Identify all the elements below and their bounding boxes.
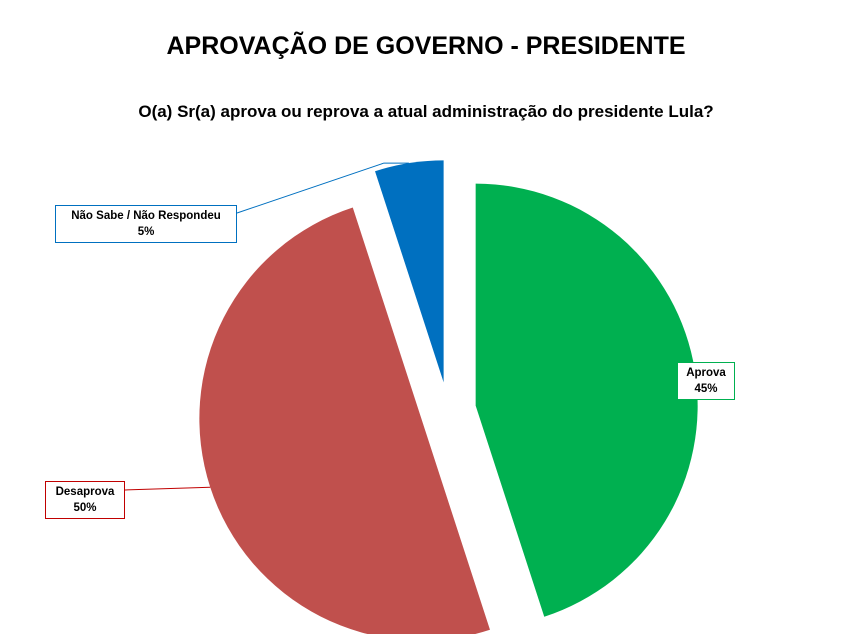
slice-label-nao-sabe-name: Não Sabe / Não Respondeu	[71, 210, 221, 222]
slice-label-nao-sabe-value: 5%	[137, 226, 155, 238]
pie-slices	[199, 160, 698, 634]
slice-label-desaprova: Desaprova 50%	[45, 481, 125, 519]
pie-slice-aprova	[475, 183, 698, 617]
slice-label-desaprova-value: 50%	[73, 502, 97, 514]
pie-slice-desaprova	[199, 207, 490, 634]
leader-line-nao-sabe	[236, 162, 409, 214]
chart-subtitle: O(a) Sr(a) aprova ou reprova a atual adm…	[138, 102, 714, 121]
chart-title: APROVAÇÃO DE GOVERNO - PRESIDENTE	[166, 32, 686, 60]
slice-label-aprova-name: Aprova	[686, 367, 726, 379]
slice-label-nao-sabe: Não Sabe / Não Respondeu 5%	[55, 205, 237, 243]
slice-label-aprova: Aprova 45%	[677, 362, 735, 400]
slice-label-desaprova-name: Desaprova	[55, 486, 115, 498]
pie-slice-nao-sabe	[375, 160, 444, 383]
leader-line-desaprova	[124, 486, 211, 491]
slice-label-aprova-value: 45%	[694, 383, 718, 395]
